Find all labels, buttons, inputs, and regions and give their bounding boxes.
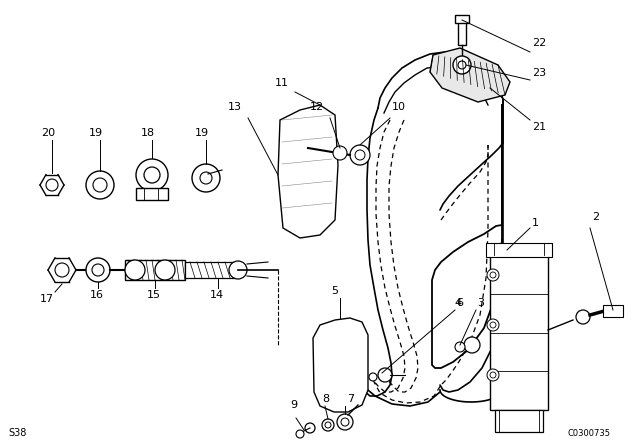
Text: 11: 11 (275, 78, 289, 88)
Circle shape (296, 430, 304, 438)
Circle shape (136, 159, 168, 191)
Circle shape (458, 61, 466, 69)
Circle shape (490, 372, 496, 378)
Circle shape (46, 179, 58, 191)
Text: 23: 23 (532, 68, 546, 78)
Text: 1: 1 (532, 218, 539, 228)
Circle shape (341, 418, 349, 426)
Text: 15: 15 (147, 290, 161, 300)
Circle shape (93, 178, 107, 192)
Circle shape (86, 258, 110, 282)
Circle shape (92, 264, 104, 276)
Circle shape (333, 146, 347, 160)
Circle shape (322, 419, 334, 431)
Polygon shape (278, 105, 338, 238)
Polygon shape (313, 318, 368, 412)
Circle shape (86, 171, 114, 199)
Text: 3: 3 (477, 298, 484, 308)
Text: 2: 2 (592, 212, 599, 222)
Circle shape (350, 145, 370, 165)
Circle shape (325, 422, 331, 428)
Circle shape (125, 260, 145, 280)
Text: 21: 21 (532, 122, 546, 132)
Text: 19: 19 (195, 128, 209, 138)
Text: 10: 10 (392, 102, 406, 112)
Circle shape (369, 373, 377, 381)
Bar (495, 410, 543, 432)
Circle shape (576, 310, 590, 324)
Circle shape (200, 172, 212, 184)
Circle shape (229, 261, 247, 279)
Bar (185, 262, 235, 278)
Text: 16: 16 (90, 290, 104, 300)
Circle shape (464, 337, 480, 353)
Circle shape (55, 263, 69, 277)
Text: 5: 5 (331, 286, 338, 296)
Circle shape (487, 319, 499, 331)
Bar (458, 20, 466, 45)
Bar (125, 260, 185, 280)
Circle shape (87, 267, 93, 273)
Circle shape (487, 269, 499, 281)
Circle shape (337, 414, 353, 430)
Bar (603, 305, 623, 317)
Text: 20: 20 (41, 128, 55, 138)
Circle shape (192, 164, 220, 192)
Text: 8: 8 (322, 394, 329, 404)
Bar (490, 255, 548, 410)
Text: 22: 22 (532, 38, 547, 48)
Circle shape (144, 167, 160, 183)
Circle shape (487, 369, 499, 381)
Text: 9: 9 (290, 400, 297, 410)
Text: 17: 17 (40, 294, 54, 304)
Text: 13: 13 (228, 102, 242, 112)
Circle shape (355, 150, 365, 160)
Text: C0300735: C0300735 (568, 429, 611, 438)
Text: 6: 6 (456, 298, 463, 308)
Bar (136, 188, 168, 200)
Bar (455, 15, 469, 23)
Circle shape (378, 368, 392, 382)
Text: S38: S38 (8, 428, 26, 438)
Circle shape (455, 342, 465, 352)
Text: 19: 19 (89, 128, 103, 138)
Text: 4: 4 (455, 298, 462, 308)
Circle shape (155, 260, 175, 280)
Bar (486, 243, 552, 257)
Text: 14: 14 (210, 290, 224, 300)
Circle shape (453, 56, 471, 74)
Circle shape (490, 322, 496, 328)
Circle shape (490, 272, 496, 278)
Text: 18: 18 (141, 128, 155, 138)
Text: 12: 12 (310, 102, 324, 112)
Polygon shape (430, 48, 510, 102)
Circle shape (305, 423, 315, 433)
Text: 7: 7 (347, 394, 354, 404)
